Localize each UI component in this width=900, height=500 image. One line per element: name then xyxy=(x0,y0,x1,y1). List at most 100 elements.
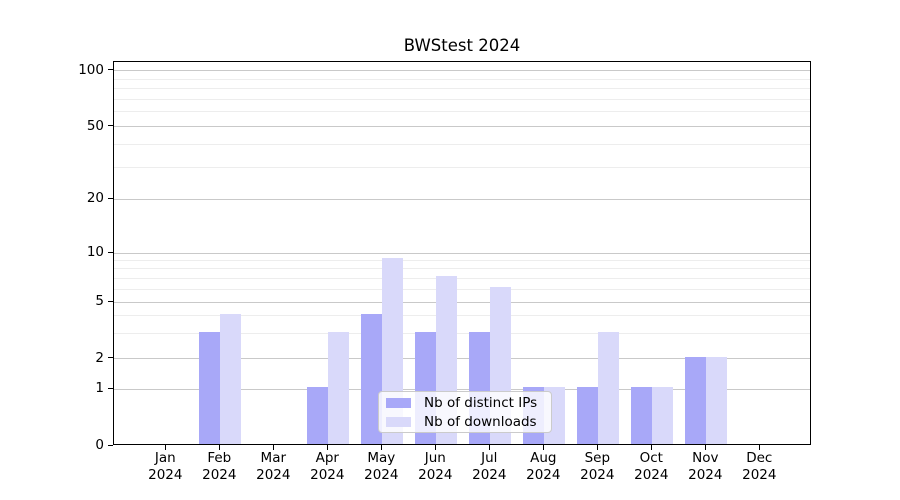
gridline-minor-9 xyxy=(114,259,810,261)
legend: Nb of distinct IPs Nb of downloads xyxy=(378,391,552,433)
bar-distinct-ips-feb xyxy=(199,331,221,444)
gridline-minor-30 xyxy=(114,166,810,168)
year-label: 2024 xyxy=(472,467,507,483)
y-tick-mark-5 xyxy=(108,300,113,302)
x-tick-mark-sep xyxy=(596,445,598,450)
bar-downloads-sep xyxy=(598,331,620,444)
bar-distinct-ips-oct xyxy=(631,387,653,444)
x-tick-mark-may xyxy=(380,445,382,450)
x-tick-label-apr: Apr 2024 xyxy=(297,450,357,484)
month-label: Feb xyxy=(207,450,232,466)
x-tick-mark-nov xyxy=(704,445,706,450)
gridline-minor-90 xyxy=(114,78,810,80)
gridline-major-5 xyxy=(114,301,810,303)
gridline-minor-70 xyxy=(114,98,810,100)
bar-downloads-oct xyxy=(652,387,674,444)
gridline-minor-6 xyxy=(114,288,810,290)
y-tick-mark-1 xyxy=(108,387,113,389)
gridline-minor-40 xyxy=(114,143,810,145)
month-label: Oct xyxy=(639,450,663,466)
plot-area xyxy=(113,61,811,445)
y-tick-label-2: 2 xyxy=(95,349,104,366)
month-label: Jan xyxy=(154,450,176,466)
y-tick-mark-0 xyxy=(108,444,113,446)
year-label: 2024 xyxy=(742,467,777,483)
gridline-minor-7 xyxy=(114,277,810,279)
x-tick-label-mar: Mar 2024 xyxy=(243,450,303,484)
legend-row: Nb of downloads xyxy=(379,413,551,430)
x-tick-label-oct: Oct 2024 xyxy=(621,450,681,484)
year-label: 2024 xyxy=(202,467,237,483)
y-tick-label-1: 1 xyxy=(95,380,104,397)
y-tick-label-50: 50 xyxy=(86,117,104,134)
gridline-major-100 xyxy=(114,70,810,71)
year-label: 2024 xyxy=(418,467,453,483)
chart-title: BWStest 2024 xyxy=(403,36,521,55)
x-tick-label-may: May 2024 xyxy=(351,450,411,484)
year-label: 2024 xyxy=(148,467,183,483)
x-tick-label-aug: Aug 2024 xyxy=(513,450,573,484)
gridline-minor-3 xyxy=(114,333,810,335)
x-tick-label-jul: Jul 2024 xyxy=(459,450,519,484)
bar-downloads-apr xyxy=(328,331,350,444)
x-tick-mark-mar xyxy=(272,445,274,450)
legend-label-downloads: Nb of downloads xyxy=(424,413,537,430)
bar-downloads-feb xyxy=(220,313,242,444)
year-label: 2024 xyxy=(580,467,615,483)
month-label: Apr xyxy=(315,450,339,466)
x-tick-mark-apr xyxy=(326,445,328,450)
year-label: 2024 xyxy=(364,467,399,483)
x-tick-mark-oct xyxy=(650,445,652,450)
legend-label-distinct-ips: Nb of distinct IPs xyxy=(424,394,538,411)
month-label: May xyxy=(367,450,396,466)
y-tick-label-20: 20 xyxy=(86,190,104,207)
gridline-minor-60 xyxy=(114,111,810,113)
month-label: Jul xyxy=(481,450,498,466)
gridline-major-10 xyxy=(114,252,810,254)
gridline-major-1 xyxy=(114,388,810,390)
x-tick-label-jan: Jan 2024 xyxy=(135,450,195,484)
legend-row: Nb of distinct IPs xyxy=(379,394,551,411)
gridline-major-2 xyxy=(114,358,810,360)
month-label: Nov xyxy=(692,450,719,466)
y-tick-label-10: 10 xyxy=(86,244,104,260)
x-tick-label-jun: Jun 2024 xyxy=(405,450,465,484)
gridline-minor-80 xyxy=(114,88,810,90)
month-label: Sep xyxy=(584,450,611,466)
gridline-major-50 xyxy=(114,126,810,128)
gridline-minor-4 xyxy=(114,315,810,317)
x-tick-label-feb: Feb 2024 xyxy=(189,450,249,484)
month-label: Mar xyxy=(260,450,287,466)
y-tick-mark-100 xyxy=(108,69,113,70)
bar-distinct-ips-apr xyxy=(307,387,329,444)
x-tick-label-sep: Sep 2024 xyxy=(567,450,627,484)
y-tick-label-100: 100 xyxy=(78,61,104,78)
year-label: 2024 xyxy=(526,467,561,483)
y-tick-label-0: 0 xyxy=(95,437,104,453)
x-tick-mark-jul xyxy=(488,445,490,450)
y-tick-label-5: 5 xyxy=(95,293,104,309)
x-tick-mark-aug xyxy=(542,445,544,450)
x-tick-mark-jun xyxy=(434,445,436,450)
y-tick-mark-20 xyxy=(108,197,113,199)
gridline-minor-8 xyxy=(114,268,810,270)
month-label: Dec xyxy=(746,450,773,466)
legend-swatch-distinct-ips xyxy=(386,397,411,408)
month-label: Aug xyxy=(530,450,557,466)
x-tick-label-dec: Dec 2024 xyxy=(729,450,789,484)
year-label: 2024 xyxy=(634,467,669,483)
x-tick-mark-dec xyxy=(758,445,760,450)
year-label: 2024 xyxy=(310,467,345,483)
bar-distinct-ips-nov xyxy=(685,356,707,444)
bar-downloads-nov xyxy=(706,356,728,444)
bar-distinct-ips-may xyxy=(361,313,383,444)
y-tick-mark-10 xyxy=(108,251,113,253)
bar-distinct-ips-sep xyxy=(577,387,599,444)
year-label: 2024 xyxy=(688,467,723,483)
x-tick-mark-jan xyxy=(164,445,166,450)
month-label: Jun xyxy=(424,450,446,466)
year-label: 2024 xyxy=(256,467,291,483)
y-tick-mark-50 xyxy=(108,125,113,127)
legend-swatch-downloads xyxy=(386,416,411,427)
gridline-major-20 xyxy=(114,198,810,200)
